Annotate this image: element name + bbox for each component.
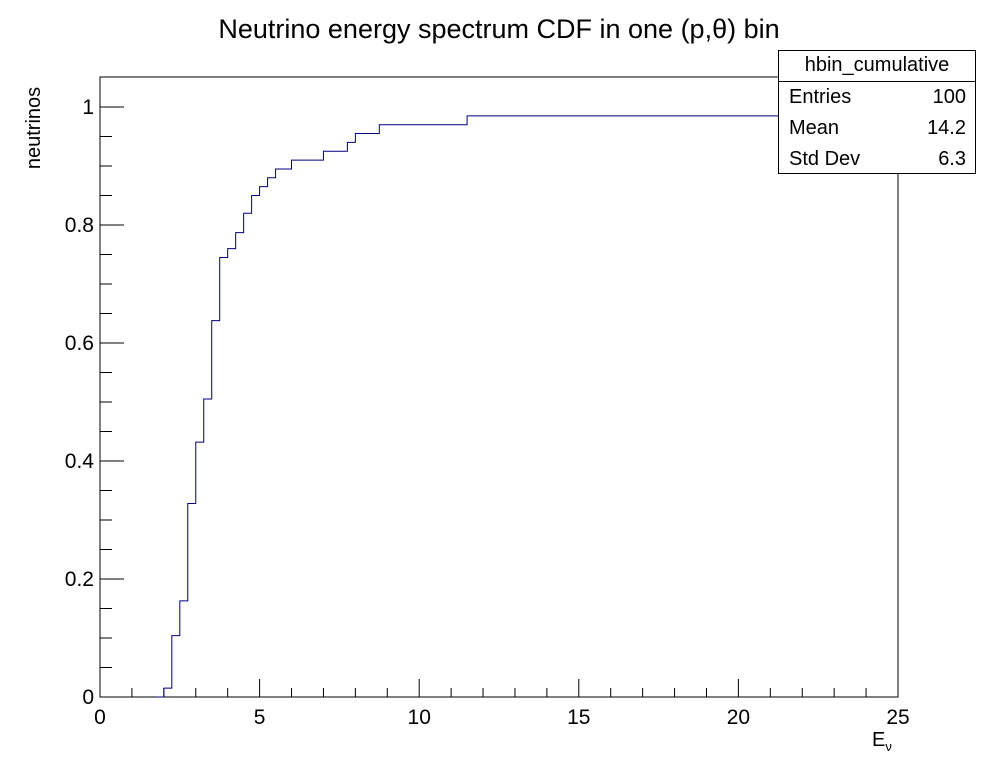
y-tick-labels: 0 0.2 0.4 0.6 0.8 1: [65, 96, 95, 709]
y-tick-label: 0.4: [65, 450, 95, 473]
y-tick-label: 0.2: [65, 568, 94, 591]
cdf-step-line: [155, 107, 899, 698]
chart-title: Neutrino energy spectrum CDF in one (p,θ…: [218, 14, 779, 44]
stats-label: Std Dev: [789, 148, 861, 170]
x-tick-label: 10: [408, 706, 431, 729]
x-tick-label: 0: [94, 706, 106, 729]
plot-frame: [99, 76, 899, 698]
y-tick-label: 0: [82, 686, 94, 709]
y-axis-label: neutrinos: [23, 87, 45, 169]
stats-label: Entries: [789, 86, 852, 108]
stats-row-mean: Mean 14.2: [779, 113, 975, 144]
x-tick-label: 15: [567, 706, 590, 729]
x-tick-labels: 0 5 10 15 20 25: [94, 706, 910, 729]
stats-title: hbin_cumulative: [779, 51, 975, 82]
y-tick-label: 0.8: [65, 214, 94, 237]
axis-ticks: [99, 106, 899, 698]
stats-box: hbin_cumulative Entries 100 Mean 14.2 St…: [778, 50, 976, 174]
stats-value: 6.3: [938, 148, 966, 170]
stats-value: 14.2: [927, 117, 966, 139]
y-tick-label: 0.6: [65, 332, 94, 355]
x-tick-label: 20: [727, 706, 750, 729]
x-tick-label: 25: [886, 706, 909, 729]
x-axis-label: Eν: [872, 729, 892, 754]
stats-label: Mean: [789, 117, 840, 139]
y-tick-label: 1: [82, 96, 94, 119]
stats-row-stddev: Std Dev 6.3: [779, 144, 975, 175]
x-tick-label: 5: [254, 706, 266, 729]
stats-row-entries: Entries 100: [779, 82, 975, 113]
stats-value: 100: [932, 86, 966, 108]
